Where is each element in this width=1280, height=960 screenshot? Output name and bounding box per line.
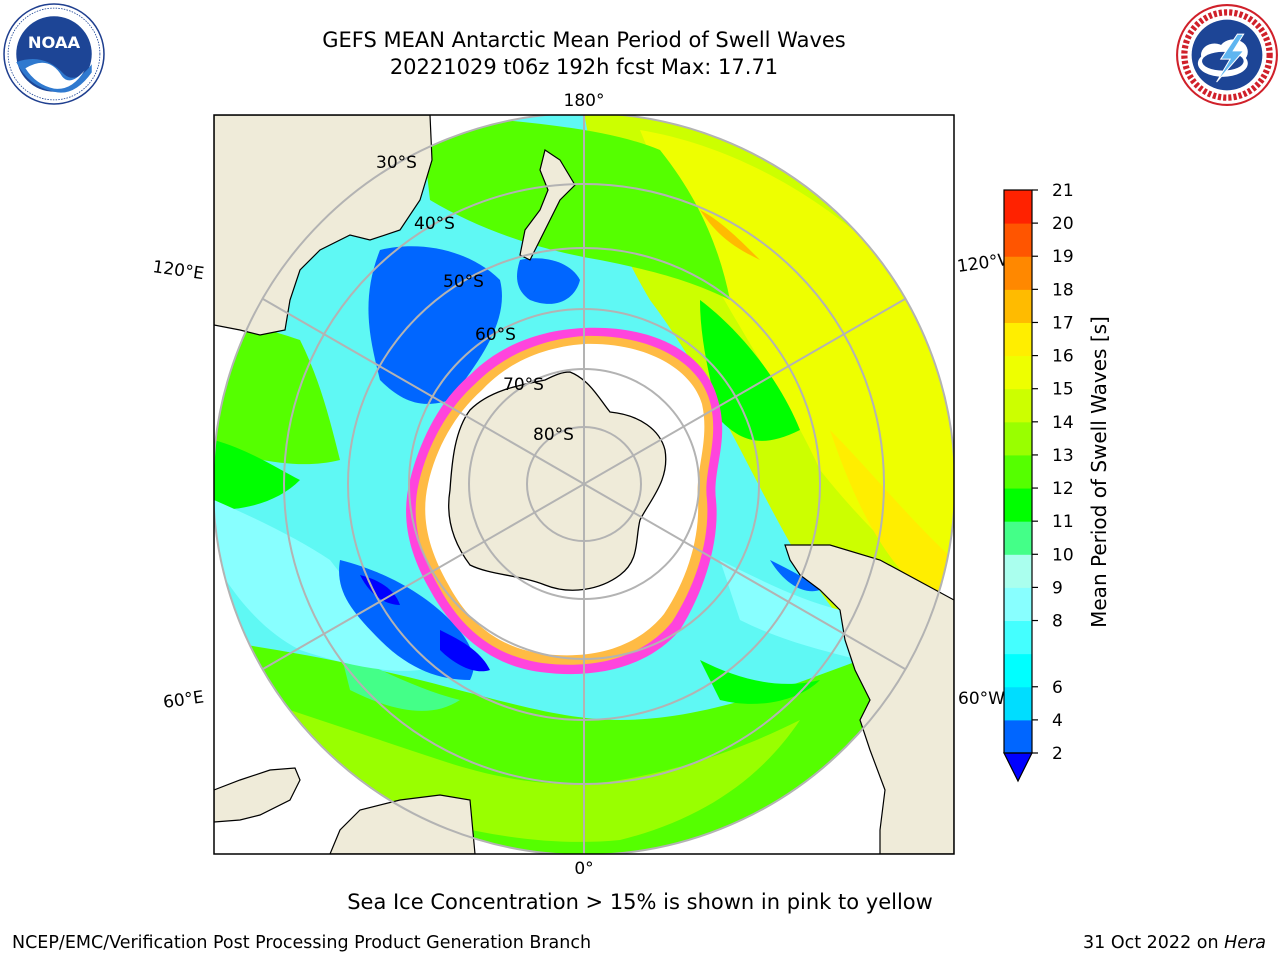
figure-subtitle: 20221029 t06z 192h fcst Max: 17.71: [389, 55, 779, 79]
colorbar-segment: [1004, 521, 1032, 555]
colorbar-tick-label: 15: [1052, 380, 1074, 400]
lon-label-180: 180°: [564, 91, 605, 111]
colorbar-tick-label: 16: [1052, 347, 1074, 367]
footer-date: 31 Oct 2022 on Hera: [1083, 933, 1266, 953]
map-border: [213, 114, 955, 855]
colorbar-segment: [1004, 488, 1032, 522]
colorbar-segment: [1004, 421, 1032, 456]
lon-label-60e: 60°E: [162, 687, 205, 712]
graticule: [214, 115, 954, 854]
noaa-logo-text: NOAA: [28, 33, 81, 52]
colorbar-tick-label: 12: [1052, 479, 1074, 499]
colorbar-segment: [1004, 223, 1032, 257]
colorbar-tick-label: 10: [1052, 545, 1074, 565]
colorbar-tick-label: 18: [1052, 280, 1074, 300]
colorbar-tick-label: 6: [1052, 678, 1063, 698]
nws-logo-icon: [1176, 4, 1278, 106]
antarctica-landmass: [448, 371, 667, 591]
colorbar-tick-label: 2: [1052, 744, 1063, 764]
colorbar-segment: [1004, 620, 1032, 655]
colorbar-tick-label: 21: [1052, 181, 1074, 201]
colorbar: 2 4 6 8 9 10 11 12 13 14 15 16 17 18 19 20 21: [1003, 181, 1074, 783]
colorbar-segment: [1004, 686, 1032, 721]
colorbar-segment: [1004, 719, 1032, 754]
lat-label-70s: 70°S: [503, 375, 544, 395]
colorbar-label: Mean Period of Swell Waves [s]: [1087, 316, 1111, 628]
sea-ice-note: Sea Ice Concentration > 15% is shown in …: [347, 890, 933, 914]
colorbar-tick-label: 13: [1052, 446, 1074, 466]
colorbar-extend-arrow: [1003, 752, 1033, 783]
lat-label-40s: 40°S: [414, 214, 455, 234]
footer-host: Hera: [1224, 933, 1266, 953]
colorbar-tick-label: 17: [1052, 313, 1074, 333]
madagascar-landmass: [214, 767, 301, 823]
footer-credit: NCEP/EMC/Verification Post Processing Pr…: [12, 933, 592, 953]
lon-label-120e: 120°E: [151, 257, 205, 284]
lon-label-0: 0°: [574, 859, 593, 879]
colorbar-segment: [1004, 388, 1032, 423]
lon-label-60w: 60°W: [958, 689, 1005, 709]
footer-date-text: 31 Oct 2022 on: [1083, 933, 1225, 953]
colorbar-segment: [1004, 454, 1032, 489]
lat-label-50s: 50°S: [443, 272, 484, 292]
colorbar-segment: [1004, 322, 1032, 357]
colorbar-tick-label: 9: [1052, 578, 1063, 598]
colorbar-segment: [1004, 653, 1032, 688]
colorbar-tick-label: 20: [1052, 214, 1074, 234]
south-america-landmass: [784, 544, 954, 854]
colorbar-tick-label: 14: [1052, 413, 1074, 433]
figure-title: GEFS MEAN Antarctic Mean Period of Swell…: [322, 28, 846, 52]
colorbar-outline: [1003, 189, 1033, 754]
colorbar-segment: [1004, 587, 1032, 622]
noaa-logo-icon: NOAA: [3, 3, 105, 105]
colorbar-segment: [1004, 355, 1032, 390]
colorbar-segment: [1004, 256, 1032, 290]
lat-label-80s: 80°S: [533, 425, 574, 445]
lat-label-60s: 60°S: [475, 325, 516, 345]
colorbar-tick-label: 19: [1052, 247, 1074, 267]
colorbar-segment: [1004, 190, 1032, 224]
lat-label-30s: 30°S: [376, 153, 417, 173]
colorbar-segment: [1004, 554, 1032, 588]
colorbar-tick-label: 11: [1052, 512, 1074, 532]
africa-landmass: [329, 794, 476, 854]
colorbar-segment: [1004, 289, 1032, 323]
colorbar-tick-label: 8: [1052, 612, 1063, 632]
colorbar-tick-label: 4: [1052, 711, 1063, 731]
